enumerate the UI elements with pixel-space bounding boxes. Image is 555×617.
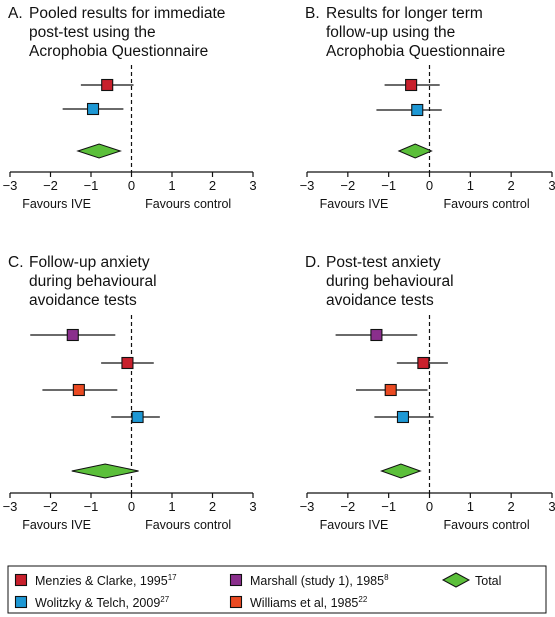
x-tick-label: 3 (249, 178, 256, 193)
x-tick-label: −1 (381, 178, 396, 193)
panel-title-line: Results for longer term (326, 5, 483, 22)
panel-c: C. Follow-up anxiety during behavioural avo… (3, 254, 257, 532)
point-marshall (66, 328, 79, 342)
legend-item-total: Total (441, 572, 501, 588)
point-menzies (417, 356, 430, 370)
x-tick-label: −2 (340, 499, 355, 514)
legend-swatch (229, 595, 243, 609)
legend-ref-sup: 8 (384, 573, 389, 582)
panel-letter: C. (8, 254, 24, 271)
point-williams (72, 383, 85, 397)
panel-title-line: Acrophobia Questionnaire (29, 43, 208, 60)
favours-control-label: Favours control (444, 518, 530, 532)
favours-ive-label: Favours IVE (22, 197, 91, 211)
point-marshall (370, 328, 383, 342)
legend-item-wolitzky: Wolitzky & Telch, 200927 (14, 595, 170, 610)
x-tick-label: 2 (508, 499, 515, 514)
total-diamond (380, 463, 422, 479)
legend-label: Marshall (study 1), 19858 (250, 573, 389, 588)
x-tick-label: 0 (128, 178, 135, 193)
legend-swatch (14, 595, 28, 609)
legend-label: Wolitzky & Telch, 200927 (35, 595, 170, 610)
legend-ref-sup: 17 (168, 573, 177, 582)
x-tick-label: 3 (548, 178, 555, 193)
favours-control-label: Favours control (145, 197, 231, 211)
total-diamond (71, 463, 139, 479)
panel-title: A. Pooled results for immediate post-test … (8, 5, 225, 60)
panel-title-line: Acrophobia Questionnaire (326, 43, 505, 60)
legend-swatch (14, 573, 28, 587)
legend-swatch-total (441, 572, 471, 588)
x-tick-label: 1 (467, 499, 474, 514)
legend-label-total: Total (475, 574, 501, 588)
x-tick-label: −3 (300, 178, 315, 193)
point-menzies (405, 78, 418, 92)
x-tick-label: 2 (209, 178, 216, 193)
panel-title: C. Follow-up anxiety during behavioural avo… (8, 254, 157, 309)
point-wolitzky (131, 410, 144, 424)
panel-d: D. Post-test anxiety during behavioural avo… (300, 254, 555, 532)
panel-a: A. Pooled results for immediate post-test … (3, 5, 257, 211)
legend-swatch (229, 573, 243, 587)
x-tick-label: −2 (43, 499, 58, 514)
x-tick-label: −2 (340, 178, 355, 193)
x-tick-label: 1 (467, 178, 474, 193)
x-tick-label: −1 (84, 499, 99, 514)
panel-title-line: avoidance tests (326, 292, 434, 309)
point-williams (384, 383, 397, 397)
x-tick-label: 3 (249, 499, 256, 514)
point-wolitzky (411, 103, 424, 117)
favours-ive-label: Favours IVE (320, 197, 389, 211)
x-tick-label: 0 (426, 178, 433, 193)
legend: Menzies & Clarke, 199517 Marshall (study … (7, 565, 547, 614)
point-menzies (101, 78, 114, 92)
panel-title-line: during behavioural (326, 273, 454, 290)
favours-control-label: Favours control (145, 518, 231, 532)
panel-title-line: Pooled results for immediate (29, 5, 225, 22)
x-tick-label: 2 (508, 178, 515, 193)
x-tick-label: 0 (128, 499, 135, 514)
x-tick-label: −2 (43, 178, 58, 193)
favours-ive-label: Favours IVE (22, 518, 91, 532)
panel-title: B. Results for longer term follow-up using… (305, 5, 505, 60)
panel-title-line: post-test using the (29, 24, 156, 41)
x-tick-label: 3 (548, 499, 555, 514)
legend-item-menzies: Menzies & Clarke, 199517 (14, 573, 177, 588)
legend-label: Williams et al, 198522 (250, 595, 368, 610)
panel-b: B. Results for longer term follow-up using… (300, 5, 555, 211)
panel-letter: A. (8, 5, 23, 22)
legend-ref-sup: 27 (160, 595, 169, 604)
panel-title: D. Post-test anxiety during behavioural avo… (305, 254, 454, 309)
panel-title-line: during behavioural (29, 273, 157, 290)
favours-control-label: Favours control (444, 197, 530, 211)
x-tick-label: 1 (168, 178, 175, 193)
panel-title-line: avoidance tests (29, 292, 137, 309)
x-tick-label: −3 (3, 499, 18, 514)
legend-box (7, 565, 547, 614)
legend-item-marshall: Marshall (study 1), 19858 (229, 573, 389, 588)
total-diamond (397, 143, 433, 159)
total-diamond (76, 143, 122, 159)
x-tick-label: −3 (3, 178, 18, 193)
panel-letter: B. (305, 5, 320, 22)
panel-letter: D. (305, 254, 321, 271)
x-tick-label: 1 (168, 499, 175, 514)
legend-ref-sup: 22 (358, 595, 367, 604)
point-menzies (121, 356, 134, 370)
legend-item-williams: Williams et al, 198522 (229, 595, 368, 610)
favours-ive-label: Favours IVE (320, 518, 389, 532)
x-tick-label: −1 (84, 178, 99, 193)
point-wolitzky (86, 102, 100, 116)
x-tick-label: 2 (209, 499, 216, 514)
panel-title-line: Post-test anxiety (326, 254, 441, 271)
panel-title-line: follow-up using the (326, 24, 455, 41)
x-tick-label: −3 (300, 499, 315, 514)
x-tick-label: −1 (381, 499, 396, 514)
x-tick-label: 0 (426, 499, 433, 514)
point-wolitzky (396, 410, 410, 424)
panel-title-line: Follow-up anxiety (29, 254, 150, 271)
legend-label: Menzies & Clarke, 199517 (35, 573, 177, 588)
